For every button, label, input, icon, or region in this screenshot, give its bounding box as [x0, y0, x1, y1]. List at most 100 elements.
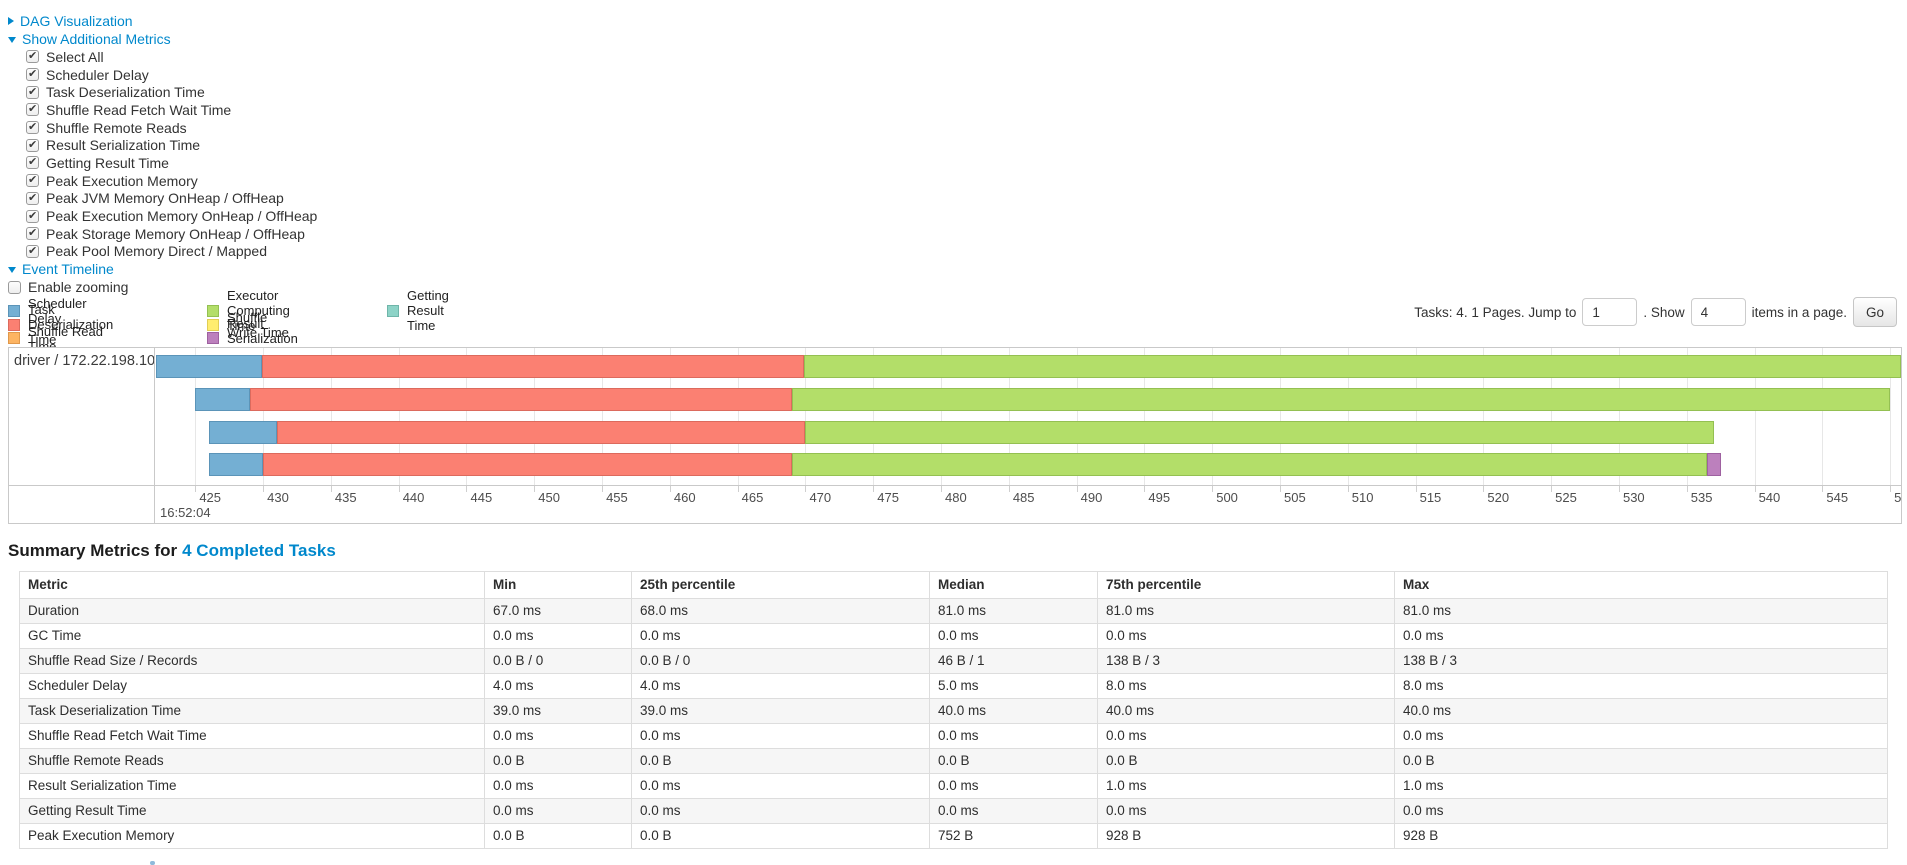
timeline-task-bar-segment-task-deserialization-time[interactable]: [263, 453, 792, 476]
value-cell: 0.0 ms: [484, 623, 632, 649]
timeline-task-bar-segment-scheduler-delay[interactable]: [195, 388, 250, 411]
timeline-task-bar-segment-result-serialization-time[interactable]: [1707, 453, 1721, 476]
metric-checkbox[interactable]: [26, 85, 39, 99]
tick-mark: [1686, 486, 1688, 492]
tick-mark: [1415, 486, 1417, 492]
gridline: [1551, 348, 1553, 485]
value-cell: 0.0 ms: [484, 798, 632, 824]
value-cell: 0.0 ms: [631, 623, 930, 649]
timeline-task-bar-segment-executor-computing-time[interactable]: [791, 453, 1708, 476]
legend-item: Executor Computing Time: [207, 288, 298, 333]
gridline: [737, 348, 739, 485]
gridline: [1686, 348, 1688, 485]
value-cell: 81.0 ms: [1097, 598, 1395, 624]
chevron-down-icon: [8, 267, 16, 274]
legend-swatch-result-serialization-time: [207, 332, 219, 345]
tick-mark: [398, 486, 400, 492]
table-row: Duration 67.0 ms 68.0 ms 81.0 ms 81.0 ms 81.0…: [19, 598, 1888, 624]
column-header: Max: [1394, 571, 1888, 599]
legend-item: Getting Result Time: [387, 288, 449, 333]
tick-label: 455: [606, 490, 628, 505]
tick-mark: [805, 486, 807, 492]
timeline-task-bar-segment-scheduler-delay[interactable]: [208, 453, 264, 476]
gridline: [1822, 348, 1824, 485]
executor-group-label: driver / 172.22.198.104: [14, 353, 154, 369]
metric-checkbox-row: Peak JVM Memory OnHeap / OffHeap: [26, 190, 317, 208]
metric-checkbox[interactable]: [26, 191, 39, 205]
tick-label: 485: [1012, 490, 1035, 505]
metric-checkbox-label: Result Serialization Time: [46, 137, 201, 154]
value-cell: 46 B / 1: [929, 648, 1098, 674]
metric-checkbox[interactable]: [26, 155, 39, 170]
timeline-task-bar-segment-executor-computing-time[interactable]: [804, 355, 1901, 378]
tick-label: 430: [267, 490, 289, 505]
gridline: [1076, 348, 1078, 485]
metric-checkbox[interactable]: [26, 244, 39, 258]
tick-mark: [602, 486, 604, 492]
metric-checkbox-row: Getting Result Time: [26, 154, 317, 172]
metric-checkbox[interactable]: [26, 138, 39, 152]
timeline-task-bar-segment-task-deserialization-time[interactable]: [276, 421, 806, 444]
tick-label: 460: [673, 490, 696, 505]
pagination-controls: Tasks: 4. 1 Pages. Jump to . Show items …: [1414, 294, 1897, 330]
show-additional-metrics-link[interactable]: Show Additional Metrics: [22, 31, 171, 47]
value-cell: 0.0 B / 0: [631, 648, 930, 674]
value-cell: 39.0 ms: [484, 698, 632, 724]
gridline: [195, 348, 197, 485]
event-timeline-link[interactable]: Event Timeline: [22, 261, 114, 278]
column-header: 75th percentile: [1097, 571, 1395, 599]
tick-label: 425: [199, 490, 222, 505]
go-button[interactable]: Go: [1852, 297, 1897, 327]
value-cell: 138 B / 3: [1394, 648, 1888, 674]
tick-label: 510: [1351, 490, 1374, 505]
timeline-task-bar-segment-scheduler-delay[interactable]: [156, 355, 262, 378]
timeline-task-bar-segment-executor-computing-time[interactable]: [805, 421, 1714, 444]
tick-mark: [330, 486, 332, 492]
value-cell: 928 B: [1097, 823, 1395, 849]
metric-checkbox[interactable]: [26, 102, 39, 117]
value-cell: 4.0 ms: [484, 673, 632, 699]
metric-checkbox[interactable]: [26, 173, 39, 188]
column-header: Min: [484, 571, 632, 599]
column-header: Metric: [19, 571, 485, 599]
metric-checkbox-label: Peak Execution Memory: [46, 172, 198, 189]
partial-element-cutoff: [150, 861, 155, 865]
table-row: Shuffle Read Size / Records 0.0 B / 0 0.0 …: [19, 648, 1888, 674]
dag-visualization-link[interactable]: DAG Visualization: [20, 13, 133, 29]
metric-checkbox-row: Peak Pool Memory Direct / Mapped: [26, 243, 317, 261]
value-cell: 4.0 ms: [631, 673, 930, 699]
jump-to-page-input[interactable]: [1582, 298, 1638, 326]
metric-checkbox[interactable]: [26, 49, 39, 64]
value-cell: 138 B / 3: [1097, 648, 1395, 674]
legend-swatch-shuffle-read-time: [8, 332, 20, 345]
table-row: Peak Execution Memory 0.0 B 0.0 B 752 B 928 …: [19, 823, 1888, 849]
value-cell: 81.0 ms: [1394, 598, 1888, 624]
metric-checkbox-row: Result Serialization Time: [26, 136, 317, 154]
timeline-task-bar-segment-task-deserialization-time[interactable]: [249, 388, 792, 411]
page-size-input[interactable]: [1690, 298, 1746, 326]
metric-checkbox[interactable]: [26, 67, 39, 82]
timeline-task-bar-segment-task-deserialization-time[interactable]: [261, 355, 805, 378]
metric-checkbox[interactable]: [26, 209, 39, 223]
metric-cell: Duration: [19, 598, 485, 624]
metric-checkbox-label: Task Deserialization Time: [46, 84, 205, 101]
metric-cell: Peak Execution Memory: [19, 823, 485, 849]
legend-label: Result Serialization Time: [227, 316, 298, 361]
metric-checkbox[interactable]: [26, 120, 39, 135]
value-cell: 0.0 B: [631, 748, 930, 774]
timeline-task-bar-segment-scheduler-delay[interactable]: [208, 421, 277, 444]
value-cell: 0.0 ms: [1394, 798, 1888, 824]
legend-item: Result Serialization Time: [207, 316, 298, 361]
column-header: 25th percentile: [631, 571, 930, 599]
timeline-task-bar-segment-executor-computing-time[interactable]: [791, 388, 1891, 411]
value-cell: 81.0 ms: [929, 598, 1098, 624]
value-cell: 0.0 ms: [929, 623, 1098, 649]
tick-mark: [195, 486, 197, 492]
enable-zooming-checkbox[interactable]: [8, 280, 21, 294]
enable-zooming-label: Enable zooming: [28, 279, 129, 296]
completed-tasks-link[interactable]: 4 Completed Tasks: [182, 541, 336, 560]
tick-label: 445: [470, 490, 493, 505]
value-cell: 0.0 ms: [631, 773, 930, 799]
tick-mark: [1008, 486, 1010, 492]
metric-checkbox[interactable]: [26, 226, 39, 241]
